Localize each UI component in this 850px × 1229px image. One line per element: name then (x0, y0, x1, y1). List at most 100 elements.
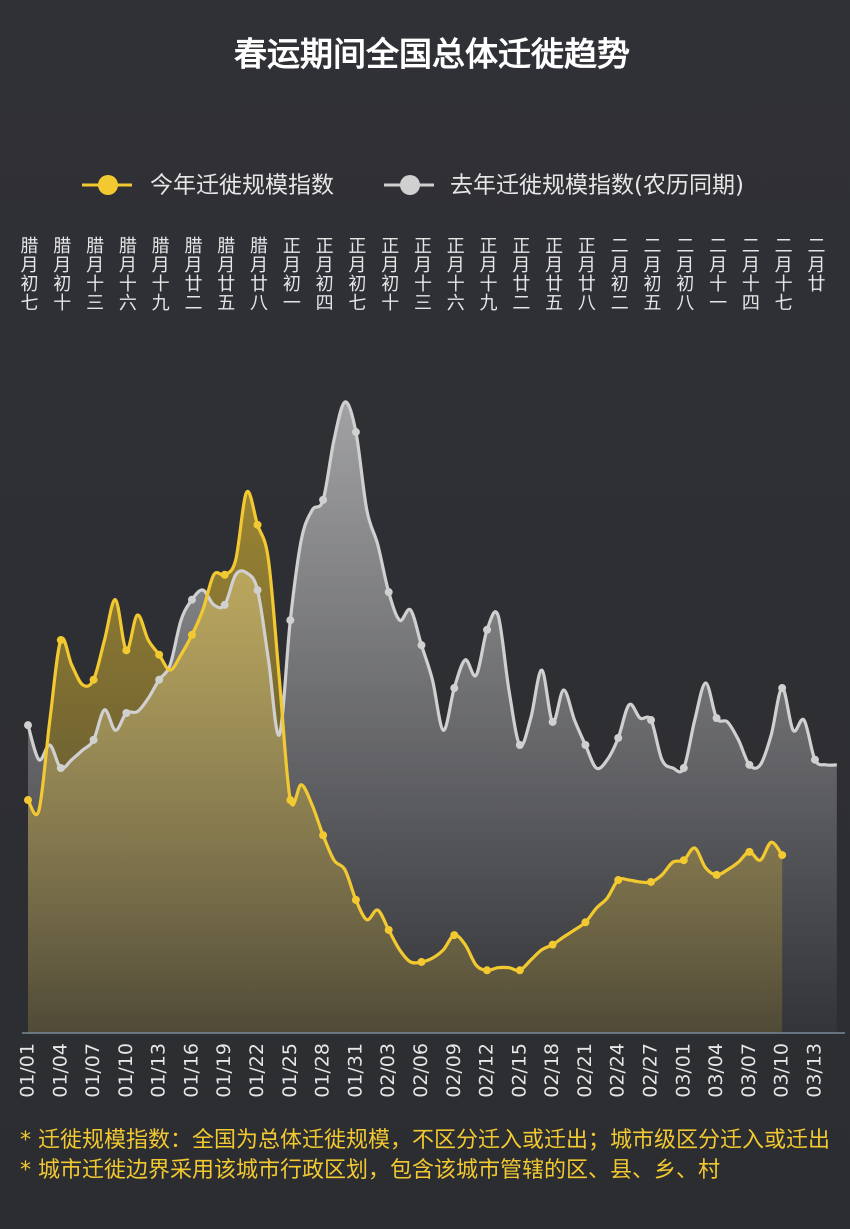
point (417, 957, 426, 966)
lunar-label: 正月廿五 (542, 236, 563, 312)
point (286, 796, 295, 805)
point (515, 966, 524, 975)
note: * 迁徙规模指数：全国为总体迁徙规模，不区分迁入或迁出；城市级区分迁入或迁出 (20, 1128, 830, 1153)
x-tick-label: 01/28 (312, 1043, 334, 1098)
point (319, 495, 328, 504)
x-tick-label: 01/25 (279, 1043, 301, 1098)
point (679, 856, 688, 865)
legend-label: 去年迁徙规模指数(农历同期) (450, 173, 744, 199)
point (89, 735, 98, 744)
legend-label: 今年迁徙规模指数 (150, 173, 334, 199)
point (253, 520, 262, 529)
point (450, 684, 459, 693)
point (745, 847, 754, 856)
lunar-label: 正月十九 (477, 236, 498, 312)
x-tick-label: 02/21 (574, 1043, 596, 1098)
point (319, 831, 328, 840)
x-tick-label: 02/12 (476, 1043, 498, 1098)
point (712, 714, 721, 723)
point (56, 764, 65, 773)
point (647, 877, 656, 886)
point (745, 760, 754, 769)
x-tick-label: 02/06 (410, 1043, 432, 1098)
point (548, 940, 557, 949)
x-tick-label: 03/10 (771, 1043, 793, 1098)
point (155, 675, 164, 684)
lunar-label: 正月初一 (280, 236, 301, 312)
lunar-label: 腊月十九 (149, 236, 170, 312)
point (155, 650, 164, 659)
x-tick-label: 01/31 (344, 1043, 366, 1098)
x-tick-label: 01/04 (49, 1043, 71, 1098)
lunar-label: 二月十七 (772, 236, 793, 312)
x-tick-label: 03/04 (705, 1043, 727, 1098)
point (581, 741, 590, 749)
point (614, 733, 623, 742)
point (24, 721, 32, 730)
chart-title: 春运期间全国总体迁徙趋势 (234, 35, 630, 74)
point (581, 918, 590, 927)
point (483, 966, 492, 975)
point (548, 717, 557, 726)
x-tick-label: 02/18 (541, 1043, 563, 1098)
area (28, 491, 783, 1033)
point (89, 675, 98, 684)
lunar-label: 二月十四 (739, 236, 760, 312)
x-tick-label: 01/22 (246, 1043, 268, 1098)
legend-dot (400, 175, 420, 195)
point (253, 586, 262, 595)
point (810, 755, 819, 764)
x-tick-label: 01/01 (17, 1043, 39, 1098)
lunar-label: 正月初七 (345, 236, 366, 312)
x-tick-label: 02/27 (640, 1043, 662, 1098)
point (187, 630, 196, 639)
point (122, 709, 131, 717)
lunar-label: 二月初五 (641, 236, 662, 312)
point (122, 646, 131, 655)
point (187, 595, 196, 604)
point (351, 895, 360, 904)
x-tick-label: 01/13 (148, 1043, 170, 1098)
x-tick-label: 03/13 (803, 1043, 825, 1098)
x-tick-label: 03/07 (738, 1043, 760, 1098)
x-tick-label: 02/09 (443, 1043, 465, 1098)
lunar-label: 二月初二 (608, 236, 629, 312)
lunar-label: 正月初十 (378, 236, 399, 312)
lunar-label: 正月十三 (411, 236, 432, 312)
point (56, 636, 65, 645)
x-tick-label: 02/24 (607, 1043, 629, 1098)
lunar-label: 二月初八 (673, 236, 694, 312)
point (384, 925, 393, 934)
point (384, 588, 393, 597)
lunar-label: 腊月廿二 (181, 236, 202, 312)
lunar-label: 腊月廿五 (214, 236, 235, 312)
x-tick-label: 01/16 (180, 1043, 202, 1098)
point (647, 716, 656, 725)
point (679, 764, 688, 773)
point (614, 876, 623, 885)
point (483, 625, 492, 634)
lunar-label: 二月廿 (804, 236, 825, 293)
legend-dot (98, 175, 118, 195)
point (778, 851, 787, 860)
lunar-label: 正月初四 (313, 236, 334, 312)
lunar-label: 正月十六 (444, 236, 465, 312)
point (286, 616, 295, 625)
lunar-label: 腊月十六 (116, 236, 137, 312)
lunar-label: 腊月十三 (83, 236, 104, 312)
lunar-label: 二月十一 (706, 236, 727, 312)
note: * 城市迁徙边界采用该城市行政区划，包含该城市管辖的区、县、乡、村 (20, 1158, 720, 1183)
line (26, 400, 837, 774)
x-tick-label: 01/19 (213, 1043, 235, 1098)
x-tick-label: 02/03 (377, 1043, 399, 1098)
lunar-label: 正月廿八 (575, 236, 596, 312)
x-tick-label: 02/15 (508, 1043, 530, 1098)
lunar-label: 腊月初十 (50, 236, 71, 312)
point (24, 796, 32, 805)
lunar-label: 正月廿二 (509, 236, 530, 312)
point (450, 931, 459, 940)
point (712, 870, 721, 879)
point (515, 741, 524, 749)
